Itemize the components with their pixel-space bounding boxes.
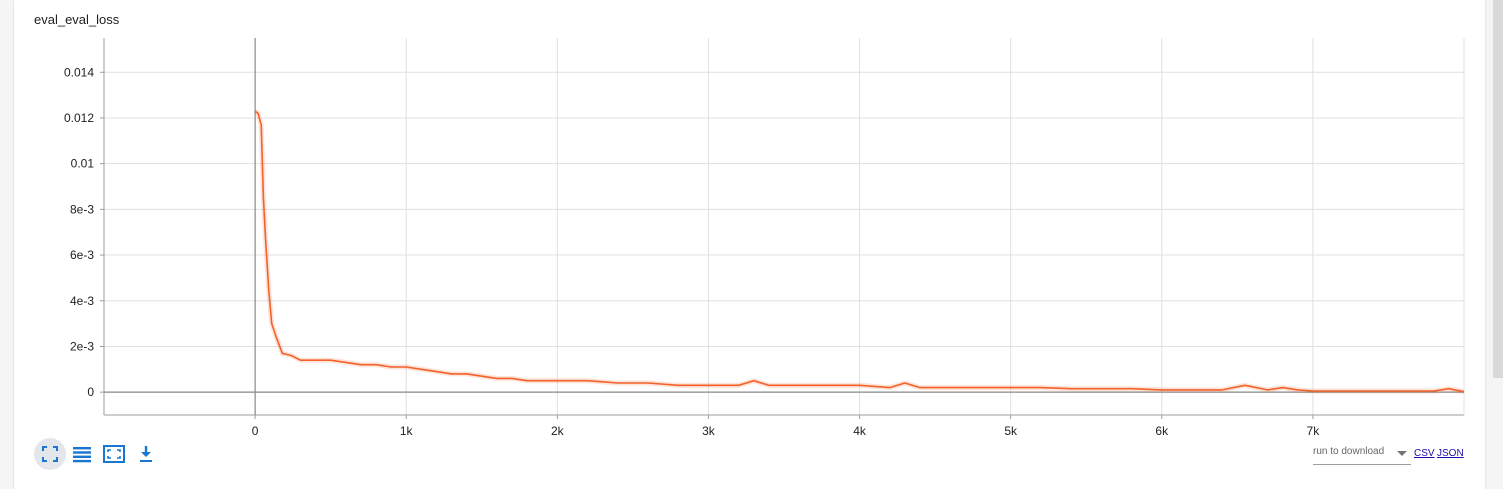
axes (100, 38, 1465, 419)
list-icon (73, 447, 91, 463)
y-tick-label: 0.01 (71, 157, 95, 171)
run-select-placeholder: run to download (1313, 446, 1385, 457)
x-tick-label: 7k (1307, 424, 1321, 438)
fit-screen-icon (103, 445, 125, 463)
y-tick-label: 0.012 (64, 111, 94, 125)
x-tick-label: 2k (551, 424, 565, 438)
fullscreen-icon (42, 446, 58, 462)
json-link[interactable]: JSON (1437, 448, 1464, 459)
download-icon (140, 446, 152, 462)
y-tick-label: 4e-3 (70, 294, 94, 308)
fit-data-button[interactable] (98, 438, 130, 470)
y-tick-label: 0 (87, 385, 94, 399)
chevron-down-icon (1397, 451, 1407, 456)
y-tick-label: 8e-3 (70, 202, 94, 216)
x-tick-label: 0 (252, 424, 259, 438)
series-line (254, 110, 1465, 393)
x-tick-label: 6k (1155, 424, 1169, 438)
chart-title: eval_eval_loss (34, 12, 120, 27)
scrollbar[interactable] (1493, 0, 1503, 378)
series-layer (253, 109, 1465, 395)
toggle-log-scale-button[interactable] (66, 438, 98, 470)
x-tick-label: 5k (1004, 424, 1018, 438)
x-tick-label: 3k (702, 424, 716, 438)
csv-link[interactable]: CSV (1414, 448, 1435, 459)
download-chart-button[interactable] (130, 438, 162, 470)
run-select[interactable]: run to download (1313, 444, 1411, 465)
x-tick-label: 4k (853, 424, 867, 438)
chart-card (14, 0, 1485, 489)
tick-labels: 0 1k 2k 3k 4k 5k 6k 7k 0 2e-3 4e-3 6e-3 8e-3 0.01 0.01… (64, 65, 1320, 438)
y-tick-label: 6e-3 (70, 248, 94, 262)
y-tick-label: 0.014 (64, 65, 94, 79)
x-tick-label: 1k (400, 424, 414, 438)
fit-domain-button[interactable] (34, 438, 66, 470)
y-tick-label: 2e-3 (70, 339, 94, 353)
